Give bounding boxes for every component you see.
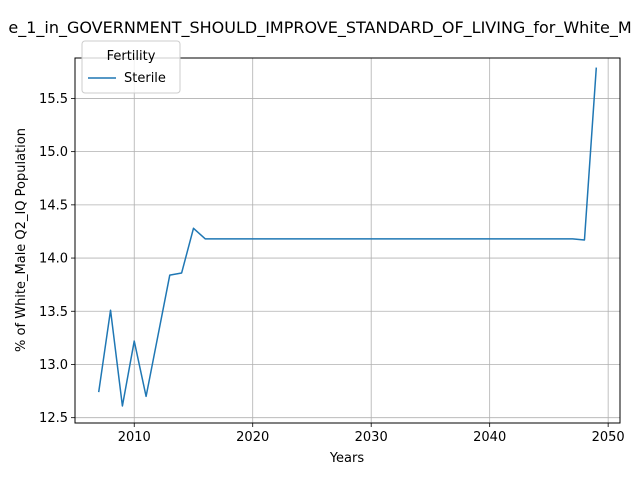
y-tick-label: 13.5 xyxy=(39,305,68,320)
grid xyxy=(75,58,620,423)
chart-title: e_1_in_GOVERNMENT_SHOULD_IMPROVE_STANDAR… xyxy=(8,18,631,38)
x-tick-label: 2040 xyxy=(473,430,506,445)
y-axis-label: % of White_Male Q2_IQ Population xyxy=(14,128,29,352)
legend-label-sterile: Sterile xyxy=(124,71,166,86)
legend-title: Fertility xyxy=(107,49,156,64)
x-tick-label: 2010 xyxy=(118,430,151,445)
x-axis-label: Years xyxy=(329,451,365,466)
legend: Fertility Sterile xyxy=(81,40,181,94)
x-tick-label: 2050 xyxy=(592,430,625,445)
y-tick-label: 15.0 xyxy=(39,145,68,160)
y-tick-label: 12.5 xyxy=(39,411,68,426)
y-tick-label: 15.5 xyxy=(39,92,68,107)
series-lines xyxy=(97,67,598,407)
legend-box xyxy=(81,40,181,94)
y-tick-label: 14.0 xyxy=(39,252,68,267)
x-axis: 2010 2020 2030 2040 2050 xyxy=(118,423,625,445)
x-tick-label: 2030 xyxy=(355,430,388,445)
series-line-sterile xyxy=(97,67,598,407)
y-axis: 12.5 13.0 13.5 14.0 14.5 15.0 15.5 xyxy=(39,92,75,426)
x-tick-label: 2020 xyxy=(236,430,269,445)
y-tick-label: 14.5 xyxy=(39,198,68,213)
plot-frame xyxy=(74,57,621,424)
y-tick-label: 13.0 xyxy=(39,358,68,373)
